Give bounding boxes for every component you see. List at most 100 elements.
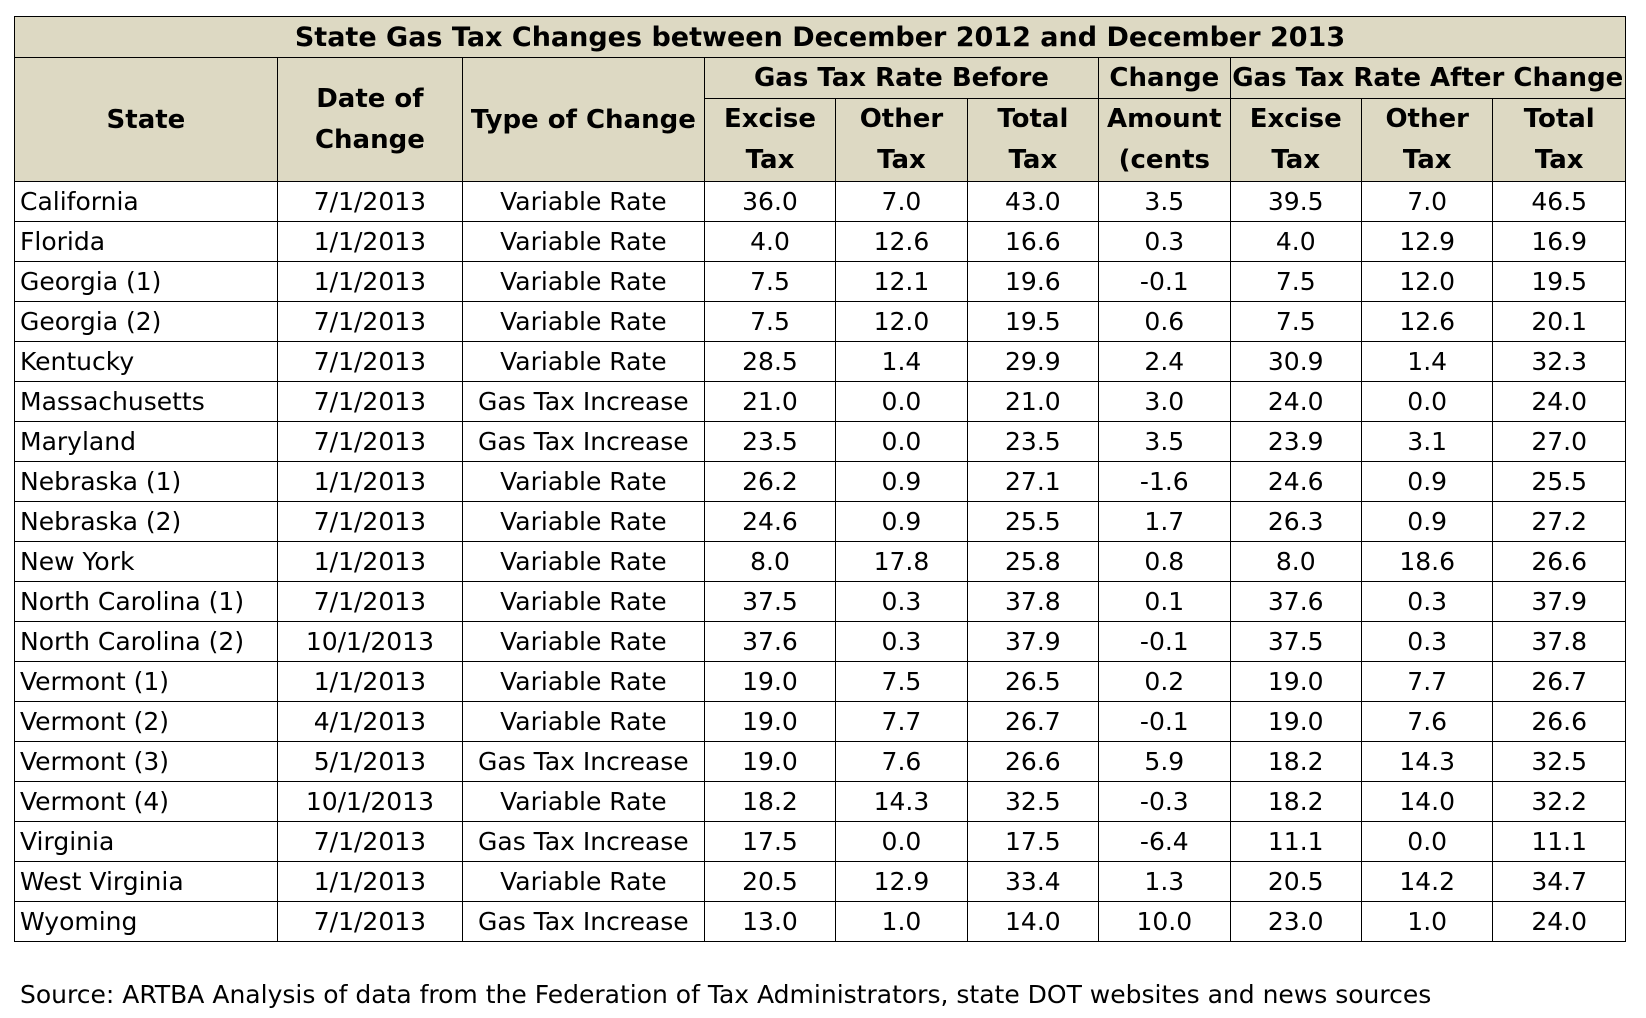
before-other-cell: 1.4 [835, 341, 968, 382]
before-total-cell: 29.9 [966, 341, 1100, 382]
after-total-cell: 32.3 [1492, 341, 1626, 382]
date-cell: 7/1/2013 [276, 381, 463, 422]
after-excise-cell: 24.6 [1229, 461, 1362, 502]
type-cell: Gas Tax Increase [461, 901, 705, 942]
change-amount-cell: 1.3 [1098, 861, 1231, 902]
header-label: Other [859, 104, 944, 134]
before-excise-cell: 37.5 [703, 581, 837, 622]
date-cell: 7/1/2013 [276, 421, 463, 462]
after-total-cell: 37.9 [1492, 581, 1626, 622]
after-other-cell: 18.6 [1360, 541, 1494, 582]
before-total-cell: 37.8 [966, 581, 1100, 622]
after-other-cell: 14.0 [1360, 781, 1494, 822]
before-total-cell: 26.5 [966, 661, 1100, 702]
table-row: Vermont (2) 4/1/2013 Variable Rate 19.0 7.7 2… [14, 701, 1626, 742]
header-label: (cents [1118, 145, 1210, 175]
before-other-cell: 7.6 [835, 741, 968, 782]
after-other-cell: 1.0 [1360, 901, 1494, 942]
date-cell: 1/1/2013 [276, 861, 463, 902]
before-excise-cell: 19.0 [703, 701, 837, 742]
change-amount-cell: 1.7 [1098, 501, 1231, 542]
state-cell: Massachusetts [14, 381, 278, 422]
table-title: State Gas Tax Changes between December 2… [14, 16, 1626, 58]
header-label: Amount [1107, 104, 1222, 134]
header-date-line2: Change [314, 124, 425, 155]
after-other-cell: 0.3 [1360, 581, 1494, 622]
after-excise-cell: 24.0 [1229, 381, 1362, 422]
before-excise-cell: 8.0 [703, 541, 837, 582]
after-total-cell: 25.5 [1492, 461, 1626, 502]
after-other-cell: 14.3 [1360, 741, 1494, 782]
after-total-cell: 26.6 [1492, 701, 1626, 742]
before-total-cell: 23.5 [966, 421, 1100, 462]
date-cell: 1/1/2013 [276, 541, 463, 582]
date-cell: 7/1/2013 [276, 581, 463, 622]
after-total-cell: 26.6 [1492, 541, 1626, 582]
table-row: Nebraska (1) 1/1/2013 Variable Rate 26.2 0.9… [14, 461, 1626, 502]
after-other-cell: 7.7 [1360, 661, 1494, 702]
table-row: West Virginia 1/1/2013 Variable Rate 20.5 12… [14, 861, 1626, 902]
change-amount-cell: 5.9 [1098, 741, 1231, 782]
table-row: Florida 1/1/2013 Variable Rate 4.0 12.6 16.6 0… [14, 221, 1626, 262]
source-note: Source: ARTBA Analysis of data from the … [20, 980, 1432, 1009]
header-after-other: Other Tax [1360, 98, 1494, 182]
gas-tax-table: State Gas Tax Changes between December 2… [14, 16, 1627, 942]
before-total-cell: 25.5 [966, 501, 1100, 542]
before-excise-cell: 18.2 [703, 781, 837, 822]
change-amount-cell: 0.3 [1098, 221, 1231, 262]
header-label: Total [997, 104, 1069, 134]
header-before-other: Other Tax [835, 98, 968, 182]
before-other-cell: 0.0 [835, 821, 968, 862]
date-cell: 1/1/2013 [276, 461, 463, 502]
table-body: California 7/1/2013 Variable Rate 36.0 7.0 43… [14, 181, 1626, 942]
after-excise-cell: 26.3 [1229, 501, 1362, 542]
date-cell: 7/1/2013 [276, 301, 463, 342]
type-cell: Variable Rate [461, 181, 705, 222]
before-excise-cell: 28.5 [703, 341, 837, 382]
before-other-cell: 0.3 [835, 621, 968, 662]
after-excise-cell: 20.5 [1229, 861, 1362, 902]
change-amount-cell: -6.4 [1098, 821, 1231, 862]
after-excise-cell: 18.2 [1229, 741, 1362, 782]
after-other-cell: 7.0 [1360, 181, 1494, 222]
type-cell: Variable Rate [461, 461, 705, 502]
change-amount-cell: 2.4 [1098, 341, 1231, 382]
after-other-cell: 12.9 [1360, 221, 1494, 262]
change-amount-cell: 0.1 [1098, 581, 1231, 622]
state-cell: West Virginia [14, 861, 278, 902]
type-cell: Gas Tax Increase [461, 421, 705, 462]
after-total-cell: 46.5 [1492, 181, 1626, 222]
after-total-cell: 37.8 [1492, 621, 1626, 662]
header-state: State [14, 57, 278, 182]
before-other-cell: 12.6 [835, 221, 968, 262]
before-excise-cell: 26.2 [703, 461, 837, 502]
header-date-line1: Date of [316, 83, 424, 114]
after-excise-cell: 30.9 [1229, 341, 1362, 382]
date-cell: 7/1/2013 [276, 341, 463, 382]
before-total-cell: 19.6 [966, 261, 1100, 302]
before-other-cell: 7.0 [835, 181, 968, 222]
header-label: Total [1523, 104, 1595, 134]
before-other-cell: 17.8 [835, 541, 968, 582]
after-total-cell: 20.1 [1492, 301, 1626, 342]
before-total-cell: 33.4 [966, 861, 1100, 902]
change-amount-cell: 3.5 [1098, 181, 1231, 222]
before-total-cell: 26.6 [966, 741, 1100, 782]
type-cell: Variable Rate [461, 261, 705, 302]
change-amount-cell: 3.5 [1098, 421, 1231, 462]
type-cell: Gas Tax Increase [461, 741, 705, 782]
before-total-cell: 19.5 [966, 301, 1100, 342]
type-cell: Variable Rate [461, 781, 705, 822]
header-group-before: Gas Tax Rate Before [703, 57, 1100, 99]
date-cell: 10/1/2013 [276, 621, 463, 662]
before-excise-cell: 24.6 [703, 501, 837, 542]
header-change-amount: Amount (cents [1098, 98, 1231, 182]
table-row: Vermont (3) 5/1/2013 Gas Tax Increase 19.0 7… [14, 741, 1626, 782]
date-cell: 7/1/2013 [276, 181, 463, 222]
date-cell: 1/1/2013 [276, 261, 463, 302]
before-total-cell: 25.8 [966, 541, 1100, 582]
after-other-cell: 1.4 [1360, 341, 1494, 382]
table-row: Vermont (1) 1/1/2013 Variable Rate 19.0 7.5 2… [14, 661, 1626, 702]
change-amount-cell: -0.1 [1098, 701, 1231, 742]
before-other-cell: 12.1 [835, 261, 968, 302]
